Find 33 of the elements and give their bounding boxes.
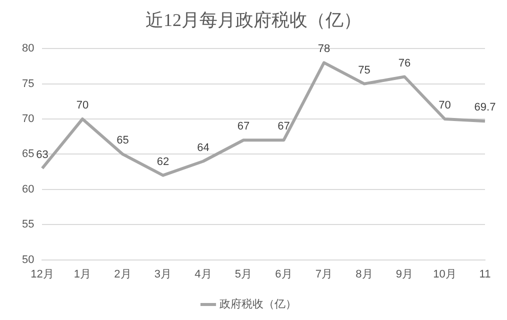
y-tick-label: 65 bbox=[22, 148, 34, 160]
data-label: 67 bbox=[237, 120, 250, 133]
chart-title: 近12月每月政府税收（亿） bbox=[144, 9, 362, 32]
x-tick-label: 4月 bbox=[194, 268, 212, 280]
data-label: 64 bbox=[197, 142, 210, 154]
data-label: 75 bbox=[358, 64, 370, 76]
data-label: 67 bbox=[278, 120, 290, 133]
y-tick-label: 70 bbox=[22, 113, 34, 126]
y-tick-label: 55 bbox=[22, 218, 34, 231]
x-tick-label: 5月 bbox=[234, 268, 252, 280]
x-tick-label: 6月 bbox=[275, 268, 292, 280]
data-label: 76 bbox=[398, 57, 411, 70]
data-label: 69.7 bbox=[474, 102, 496, 114]
x-tick-label: 12月 bbox=[30, 268, 54, 280]
y-tick-label: 75 bbox=[22, 78, 34, 90]
data-label: 70 bbox=[76, 100, 89, 112]
legend-label: 政府税收（亿） bbox=[219, 298, 296, 311]
data-label: 78 bbox=[318, 43, 330, 56]
y-tick-label: 80 bbox=[22, 42, 34, 55]
x-tick-label: 1月 bbox=[74, 268, 92, 280]
x-tick-label: 2月 bbox=[114, 268, 132, 280]
x-tick-label: 9月 bbox=[396, 268, 414, 280]
data-label: 63 bbox=[36, 148, 48, 161]
x-tick-label: 10月 bbox=[433, 268, 456, 280]
x-tick-label: 11 bbox=[479, 268, 491, 280]
data-label: 62 bbox=[156, 156, 170, 168]
data-label: 65 bbox=[116, 134, 129, 147]
x-tick-label: 3月 bbox=[154, 268, 172, 280]
x-tick-label: 8月 bbox=[356, 268, 373, 280]
x-tick-label: 7月 bbox=[315, 268, 333, 280]
data-label: 70 bbox=[438, 100, 451, 112]
y-tick-label: 60 bbox=[22, 183, 34, 196]
y-tick-label: 50 bbox=[22, 254, 34, 266]
